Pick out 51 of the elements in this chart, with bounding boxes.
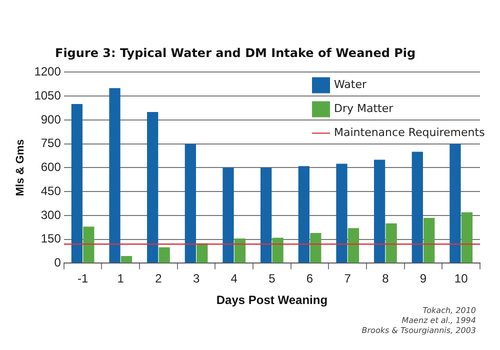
- y-tick-label: 150: [40, 232, 62, 246]
- bar: [196, 243, 208, 263]
- bar: [374, 160, 386, 263]
- y-axis-title: Mls & Gms: [14, 139, 27, 196]
- y-tick-label: 300: [40, 208, 62, 222]
- text: Brooks & Tsourgiannis, 2003: [362, 326, 476, 335]
- y-tick-label: 450: [40, 184, 62, 198]
- y-tick-label: 1200: [34, 64, 62, 79]
- bar: [109, 88, 120, 263]
- x-tick-label: 3: [192, 272, 200, 286]
- bar: [71, 104, 83, 263]
- bar: [222, 168, 234, 263]
- bar: [147, 112, 158, 263]
- text: Tokach, 2010: [422, 306, 476, 315]
- y-tick-label: 900: [40, 112, 62, 126]
- y-tick-label: 1050: [34, 88, 62, 102]
- bar: [298, 166, 310, 263]
- bar: [450, 144, 461, 263]
- bar: [234, 238, 246, 263]
- bar: [83, 226, 94, 263]
- bar: [310, 232, 322, 263]
- x-tick-label: 6: [306, 272, 314, 286]
- bar: [336, 164, 348, 263]
- x-tick-label: 7: [344, 272, 352, 286]
- x-axis-title: Days Post Weaning: [216, 293, 328, 308]
- bar: [461, 212, 473, 263]
- x-tick-label: 4: [230, 272, 238, 286]
- x-tick-label: -1: [77, 272, 88, 286]
- x-tick-label: 10: [454, 272, 468, 286]
- bar: [424, 218, 435, 263]
- bar: [412, 152, 423, 263]
- y-tick-label: 600: [40, 160, 62, 174]
- bar: [120, 256, 132, 263]
- y-tick-label: 0: [54, 256, 62, 270]
- bar: [158, 247, 170, 263]
- x-tick-label: 1: [117, 272, 124, 286]
- bar: [348, 228, 360, 263]
- legend-label: Dry Matter: [334, 102, 394, 116]
- bar: [260, 168, 272, 263]
- chart-title: Figure 3: Typical Water and DM Intake of Weaned Pig: [55, 46, 416, 60]
- bar: [386, 223, 397, 263]
- legend-label: Water: [334, 78, 367, 92]
- x-tick-label: 2: [155, 272, 162, 286]
- bar: [184, 144, 196, 263]
- x-tick-label: 5: [268, 272, 276, 286]
- x-tick-label: 9: [420, 272, 427, 286]
- bar: [272, 238, 284, 263]
- y-tick-label: 750: [40, 136, 62, 150]
- x-tick-label: 8: [382, 272, 390, 286]
- legend-label: Maintenance Requirements: [334, 126, 486, 140]
- text: Maenz et al., 1994: [402, 316, 476, 325]
